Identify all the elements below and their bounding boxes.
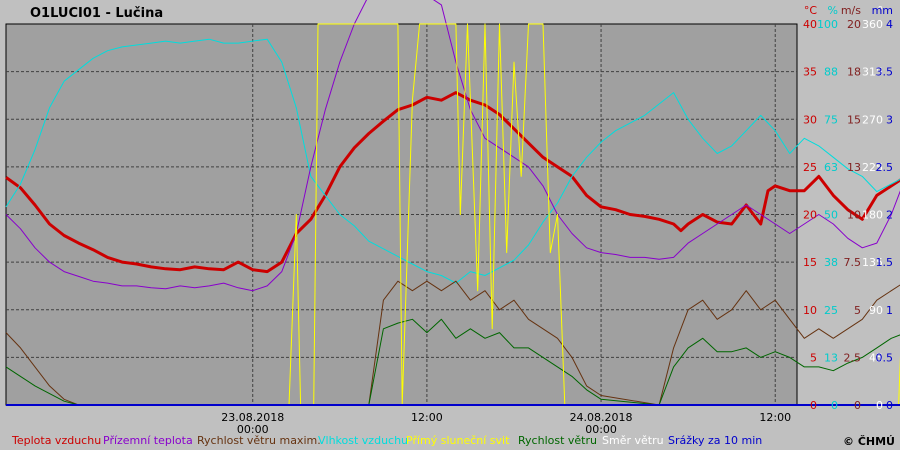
legend-item: Směr větru bbox=[602, 434, 664, 447]
legend: Teplota vzduchu Přízemní teplota Rychlost … bbox=[11, 434, 762, 447]
y-axis-tick: 0 bbox=[854, 399, 861, 412]
y-axis-tick: 13 bbox=[847, 161, 861, 174]
y-axis-tick: 0.5 bbox=[876, 351, 894, 364]
x-tick-label: 12:00 bbox=[759, 411, 791, 424]
series-line bbox=[5, 318, 900, 406]
y-axis-tick: 35 bbox=[803, 66, 817, 79]
y-axis-tick: 4 bbox=[886, 18, 893, 31]
y-axis-tick: 30 bbox=[803, 113, 817, 126]
y-axis-tick: 0 bbox=[810, 399, 817, 412]
series-line bbox=[5, 0, 900, 292]
copyright: © ČHMÚ bbox=[843, 435, 895, 448]
y-axis-tick: 88 bbox=[824, 66, 838, 79]
x-tick-sublabel: 00:00 bbox=[585, 423, 617, 436]
y-axis-tick: 18 bbox=[847, 66, 861, 79]
y-axis-tick: 13 bbox=[824, 351, 838, 364]
y-axis-tick: 63 bbox=[824, 161, 838, 174]
y-axis-tick: 20 bbox=[847, 18, 861, 31]
series-line bbox=[288, 23, 900, 406]
y-axis-unit: % bbox=[828, 4, 838, 17]
y-axis-tick: 10 bbox=[803, 304, 817, 317]
y-axis-unit: mm bbox=[872, 4, 893, 17]
x-tick-label: 24.08.2018 bbox=[570, 411, 633, 424]
series-line bbox=[5, 91, 900, 274]
y-axis-tick: 38 bbox=[824, 256, 838, 269]
y-axis-tick: 360 bbox=[862, 18, 883, 31]
y-axis-tick: 3 bbox=[886, 113, 893, 126]
y-axis-tick: 2 bbox=[886, 209, 893, 222]
series-line bbox=[5, 280, 900, 406]
y-axis-tick: 15 bbox=[847, 113, 861, 126]
y-axis-tick: 270 bbox=[862, 113, 883, 126]
y-axis-tick: 0 bbox=[876, 399, 883, 412]
y-axis-tick: 3.5 bbox=[876, 66, 894, 79]
series-line bbox=[5, 38, 900, 284]
legend-item: Rychlost větru bbox=[518, 434, 597, 447]
legend-item: Rychlost větru maxim. bbox=[197, 434, 321, 447]
y-axis-tick: 135 bbox=[862, 256, 883, 269]
series-group bbox=[5, 0, 900, 406]
y-axis-tick: 10 bbox=[847, 209, 861, 222]
y-axis-tick: 0 bbox=[831, 399, 838, 412]
y-axis-tick: 90 bbox=[869, 304, 883, 317]
y-axis-tick: 1.5 bbox=[876, 256, 894, 269]
y-axis-tick: 315 bbox=[862, 66, 883, 79]
legend-item: Přímý sluneční svit bbox=[406, 434, 510, 447]
y-axis-tick: 225 bbox=[862, 161, 883, 174]
y-axis-tick: 25 bbox=[803, 161, 817, 174]
y-axis-tick: 2.5 bbox=[876, 161, 894, 174]
y-axis-unit: ° bbox=[878, 4, 884, 17]
x-tick-label: 12:00 bbox=[411, 411, 443, 424]
y-axes: °C0510152025303540%013253850637588100m/s… bbox=[803, 4, 893, 412]
y-axis-tick: 2.5 bbox=[844, 351, 862, 364]
y-axis-tick: 5 bbox=[854, 304, 861, 317]
legend-item: Teplota vzduchu bbox=[11, 434, 101, 447]
y-axis-tick: 20 bbox=[803, 209, 817, 222]
y-axis-tick: 0 bbox=[886, 399, 893, 412]
x-tick-label: 23.08.2018 bbox=[221, 411, 284, 424]
chart-title: O1LUCI01 - Lučina bbox=[30, 6, 163, 21]
y-axis-tick: 25 bbox=[824, 304, 838, 317]
y-axis-tick: 40 bbox=[803, 18, 817, 31]
y-axis-unit: m/s bbox=[841, 4, 861, 17]
y-axis-tick: 15 bbox=[803, 256, 817, 269]
x-tick-sublabel: 00:00 bbox=[237, 423, 269, 436]
legend-item: Vlhkost vzduchu bbox=[318, 434, 408, 447]
legend-item: Přízemní teplota bbox=[103, 434, 193, 447]
y-axis-tick: 180 bbox=[862, 209, 883, 222]
y-axis-unit: °C bbox=[804, 4, 818, 17]
y-axis-tick: 100 bbox=[817, 18, 838, 31]
legend-item: Srážky za 10 min bbox=[668, 434, 762, 447]
y-axis-tick: 50 bbox=[824, 209, 838, 222]
y-axis-tick: 5 bbox=[810, 351, 817, 364]
y-axis-tick: 45 bbox=[869, 351, 883, 364]
y-axis-tick: 75 bbox=[824, 113, 838, 126]
y-axis-tick: 1 bbox=[886, 304, 893, 317]
y-axis-tick: 7.5 bbox=[844, 256, 862, 269]
